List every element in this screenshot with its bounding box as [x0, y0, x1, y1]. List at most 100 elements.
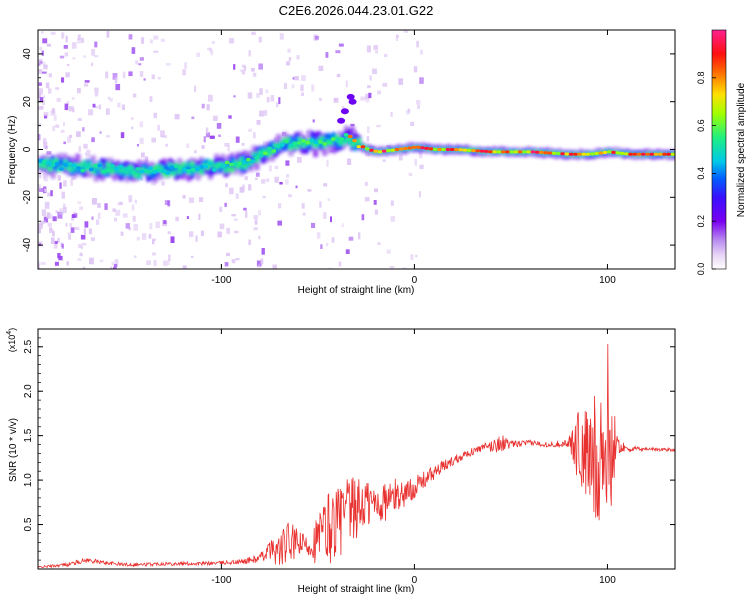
noise-speckle	[229, 187, 234, 195]
noise-speckle	[153, 112, 157, 119]
noise-speckle	[141, 233, 147, 240]
noise-speckle	[165, 221, 168, 225]
noise-speckle	[134, 199, 137, 204]
noise-speckle	[311, 222, 316, 228]
noise-speckle	[361, 214, 365, 221]
ridge-core-cell	[360, 145, 366, 149]
ridge-core-cell	[127, 166, 132, 171]
noise-speckle	[146, 260, 151, 266]
noise-speckle	[46, 43, 51, 47]
noise-speckle	[70, 227, 75, 233]
ridge-core-cell	[475, 149, 480, 153]
noise-speckle	[49, 229, 54, 233]
ridge-cell	[198, 169, 204, 175]
noise-speckle	[248, 184, 252, 191]
noise-speckle	[155, 221, 160, 229]
snr-x-tick-label: -100	[211, 575, 231, 586]
noise-speckle	[253, 227, 258, 231]
noise-speckle	[254, 177, 258, 181]
noise-speckle	[139, 57, 144, 61]
noise-speckle	[66, 261, 69, 266]
noise-speckle	[374, 209, 378, 215]
noise-speckle	[375, 50, 379, 54]
noise-speckle	[415, 254, 418, 258]
noise-speckle	[301, 75, 306, 81]
spectrogram-x-label: Height of straight line (km)	[298, 285, 415, 296]
noise-speckle	[58, 255, 63, 261]
noise-speckle	[420, 49, 423, 55]
ridge-core-cell	[437, 148, 442, 151]
noise-speckle	[84, 80, 90, 83]
snr-y-ticks: 0.5 1.0 1.5 2.0 2.5	[23, 337, 675, 561]
noise-speckle	[297, 157, 302, 163]
noise-speckle	[234, 218, 238, 221]
noise-speckle	[182, 69, 186, 76]
noise-speckle	[39, 188, 43, 192]
noise-speckle	[167, 231, 171, 235]
noise-speckle	[114, 217, 117, 222]
colorbar-tick-label: 0.4	[696, 167, 706, 180]
noise-speckle	[338, 43, 344, 47]
noise-speckle	[128, 71, 133, 77]
noise-speckle	[38, 184, 42, 190]
noise-speckle	[113, 264, 118, 267]
noise-speckle	[98, 104, 102, 110]
ridge-core-cell	[483, 149, 489, 153]
noise-speckle	[209, 50, 212, 53]
ridge-core-cell	[488, 150, 493, 154]
noise-speckle	[217, 231, 222, 238]
noise-speckle	[258, 210, 261, 216]
noise-speckle	[38, 123, 42, 127]
noise-speckle	[342, 106, 345, 109]
noise-speckle	[115, 84, 121, 91]
noise-speckle	[268, 165, 272, 172]
ridge-core-cell	[670, 152, 675, 156]
noise-speckle	[414, 159, 417, 166]
noise-speckle	[209, 135, 215, 139]
ridge-core-cell	[356, 145, 361, 149]
noise-speckle	[383, 53, 388, 58]
noise-speckle	[182, 265, 187, 269]
noise-speckle	[137, 144, 139, 147]
ridge-core-cell	[594, 152, 599, 155]
noise-speckle	[279, 182, 283, 185]
noise-speckle	[42, 95, 45, 99]
ridge-core-cell	[220, 163, 226, 168]
noise-speckle	[416, 40, 419, 48]
noise-speckle	[59, 55, 65, 59]
noise-speckle	[38, 59, 42, 62]
noise-speckle	[287, 48, 291, 53]
noise-speckle	[288, 194, 292, 198]
noise-speckle	[44, 201, 50, 209]
spectrogram-y-tick-label: 20	[22, 96, 33, 108]
noise-speckle	[227, 145, 230, 152]
noise-speckle	[138, 63, 142, 66]
noise-speckle	[63, 122, 65, 127]
ridge-core-cell	[67, 162, 73, 166]
snr-multiplier-label: (x104)	[6, 328, 17, 352]
snr-y-tick-label: 0.5	[23, 517, 34, 531]
noise-speckle	[99, 131, 102, 134]
noise-speckle	[83, 55, 87, 58]
noise-speckle	[294, 76, 299, 81]
noise-speckle	[243, 65, 247, 71]
noise-speckle	[117, 202, 121, 206]
noise-speckle	[94, 92, 99, 97]
snr-multiplier-base: (x10	[7, 335, 17, 353]
ridge-core-cell	[343, 133, 349, 137]
noise-speckle	[244, 176, 248, 181]
ridge-core-cell	[543, 151, 548, 155]
noise-speckle	[79, 252, 83, 257]
noise-speckle	[338, 261, 342, 267]
noise-speckle	[38, 223, 43, 229]
ridge-core-cell	[173, 164, 179, 168]
noise-speckle	[92, 198, 97, 205]
ridge-core-cell	[352, 139, 357, 143]
noise-speckle	[63, 206, 67, 214]
ridge-core-cell	[509, 150, 514, 154]
ridge-core-cell	[500, 150, 506, 154]
noise-speckle	[327, 198, 331, 201]
noise-speckle	[325, 242, 329, 247]
ridge-core-cell	[424, 146, 429, 150]
noise-speckle	[98, 212, 101, 220]
